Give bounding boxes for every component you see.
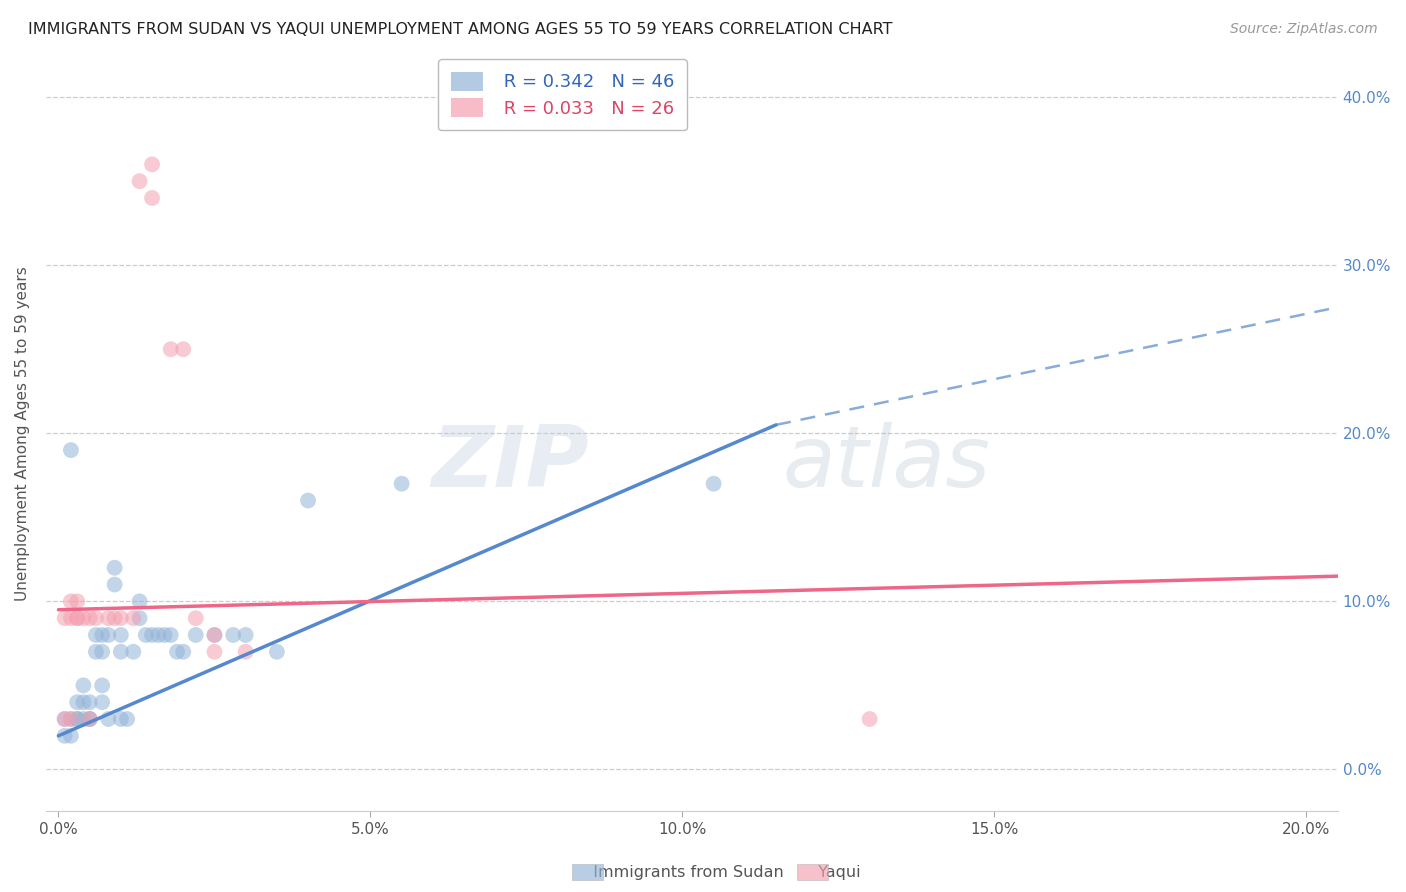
Point [91, 645, 114, 659]
Legend:  R = 0.342   N = 46,  R = 0.033   N = 26: R = 0.342 N = 46, R = 0.033 N = 26 [439, 59, 688, 130]
Point [110, 645, 132, 659]
Point [66, 611, 89, 625]
Text: Yaqui: Yaqui [808, 865, 860, 880]
Point [79, 712, 101, 726]
Point [110, 628, 132, 642]
Point [222, 628, 245, 642]
Point [66, 695, 89, 709]
Point [66, 611, 89, 625]
Point [391, 476, 413, 491]
Point [91, 678, 114, 692]
Point [59, 443, 82, 458]
Point [135, 628, 157, 642]
Point [66, 712, 89, 726]
Point [59, 712, 82, 726]
Point [84, 645, 107, 659]
Point [72, 678, 94, 692]
Text: atlas: atlas [782, 422, 990, 505]
Point [141, 628, 163, 642]
Point [172, 343, 194, 357]
Point [97, 611, 120, 625]
Point [122, 611, 145, 625]
Point [84, 628, 107, 642]
Point [703, 476, 725, 491]
Point [141, 157, 163, 171]
Point [110, 611, 132, 625]
Text: Source: ZipAtlas.com: Source: ZipAtlas.com [1230, 22, 1378, 37]
Point [141, 191, 163, 205]
Point [128, 174, 150, 188]
Point [91, 695, 114, 709]
Point [859, 712, 882, 726]
Point [184, 628, 207, 642]
Point [184, 611, 207, 625]
Point [266, 645, 288, 659]
Point [159, 628, 181, 642]
Point [66, 594, 89, 608]
Y-axis label: Unemployment Among Ages 55 to 59 years: Unemployment Among Ages 55 to 59 years [15, 266, 30, 600]
Point [72, 611, 94, 625]
Point [72, 695, 94, 709]
Point [148, 628, 170, 642]
Point [79, 712, 101, 726]
Point [53, 729, 76, 743]
Point [84, 611, 107, 625]
Point [128, 594, 150, 608]
Point [159, 343, 181, 357]
Point [204, 628, 226, 642]
Point [97, 628, 120, 642]
Point [235, 645, 257, 659]
Point [128, 611, 150, 625]
Point [172, 645, 194, 659]
Text: IMMIGRANTS FROM SUDAN VS YAQUI UNEMPLOYMENT AMONG AGES 55 TO 59 YEARS CORRELATIO: IMMIGRANTS FROM SUDAN VS YAQUI UNEMPLOYM… [28, 22, 893, 37]
Point [53, 611, 76, 625]
Point [79, 611, 101, 625]
Text: Immigrants from Sudan: Immigrants from Sudan [583, 865, 785, 880]
Point [91, 628, 114, 642]
Point [104, 611, 127, 625]
Point [297, 493, 319, 508]
Point [53, 712, 76, 726]
Point [79, 695, 101, 709]
Point [122, 645, 145, 659]
Text: ZIP: ZIP [430, 422, 589, 505]
Point [166, 645, 188, 659]
Point [79, 712, 101, 726]
Point [59, 712, 82, 726]
Point [59, 611, 82, 625]
Point [204, 645, 226, 659]
Point [97, 712, 120, 726]
Point [53, 712, 76, 726]
Point [104, 560, 127, 574]
Point [110, 712, 132, 726]
Point [66, 712, 89, 726]
Point [59, 729, 82, 743]
Point [115, 712, 138, 726]
Point [72, 712, 94, 726]
Point [59, 594, 82, 608]
Point [235, 628, 257, 642]
Point [204, 628, 226, 642]
Point [153, 628, 176, 642]
Point [104, 577, 127, 591]
